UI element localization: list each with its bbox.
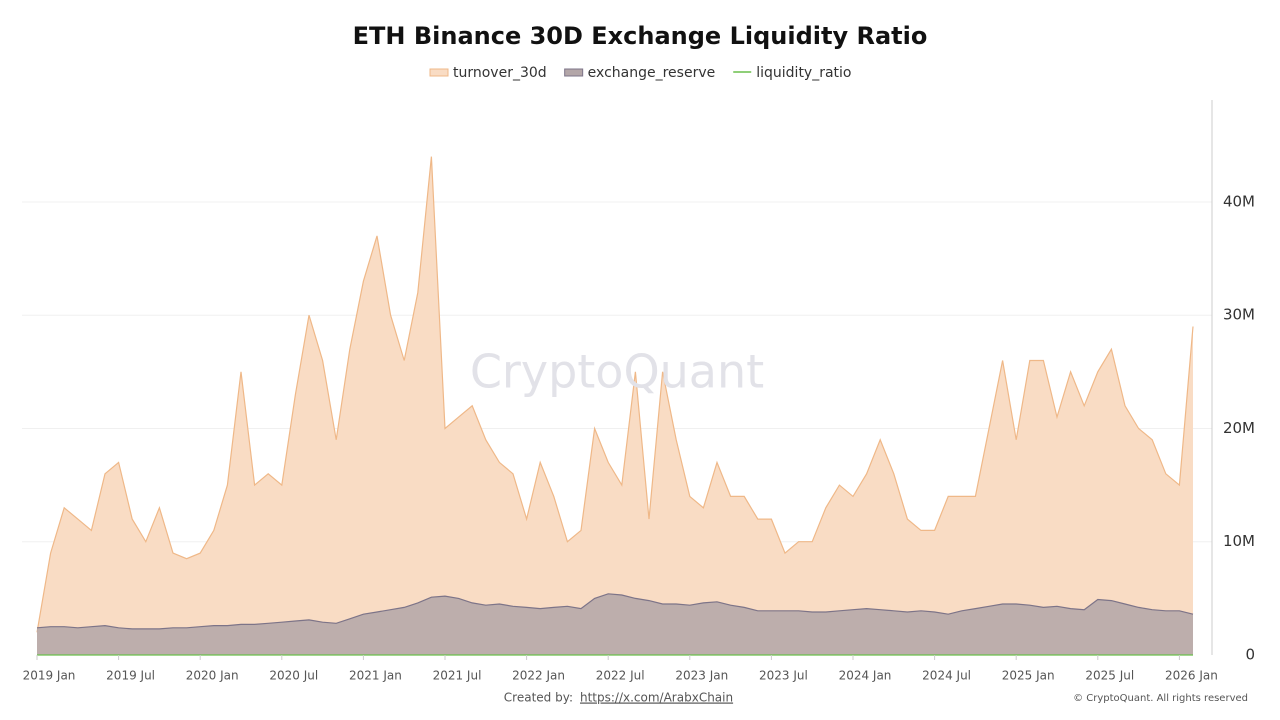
- series-line: [36, 593, 1194, 630]
- chart-title: ETH Binance 30D Exchange Liquidity Ratio: [353, 22, 928, 50]
- x-tick-label: 2024 Jan: [839, 669, 892, 683]
- y-tick-label: 40M: [1223, 192, 1255, 210]
- legend-swatch: [429, 68, 449, 77]
- x-tick-label: 2023 Jul: [759, 669, 808, 683]
- x-tick-label: 2025 Jan: [1002, 669, 1055, 683]
- legend: turnover_30d exchange_reserve liquidity_ra…: [429, 65, 852, 81]
- legend-label: exchange_reserve: [588, 65, 716, 81]
- x-tick-label: 2022 Jul: [596, 669, 645, 683]
- credit-label: Created by:: [504, 691, 573, 705]
- x-tick-label: 2020 Jan: [186, 669, 239, 683]
- legend-label: turnover_30d: [453, 65, 547, 81]
- watermark: CryptoQuant: [470, 345, 764, 399]
- x-tick-label: 2021 Jul: [433, 669, 482, 683]
- x-tick-label: 2023 Jan: [675, 669, 728, 683]
- series-line: [36, 156, 1194, 633]
- y-tick-label: 30M: [1223, 306, 1255, 324]
- copyright: © CryptoQuant. All rights reserved: [1073, 693, 1248, 704]
- x-tick-label: 2026 Jan: [1165, 669, 1218, 683]
- y-tick-label: 0: [1245, 646, 1255, 664]
- credit-link[interactable]: https://x.com/ArabxChain: [580, 691, 733, 705]
- y-tick-label: 10M: [1223, 532, 1255, 550]
- x-tick-label: 2019 Jan: [23, 669, 76, 683]
- legend-label: liquidity_ratio: [756, 65, 851, 81]
- y-tick-label: 20M: [1223, 419, 1255, 437]
- area-fill: [37, 156, 1193, 655]
- x-tick-label: 2020 Jul: [269, 669, 318, 683]
- x-tick-label: 2019 Jul: [106, 669, 155, 683]
- x-tick-label: 2024 Jul: [922, 669, 971, 683]
- plot-area: [22, 156, 1212, 656]
- x-tick-label: 2021 Jan: [349, 669, 402, 683]
- legend-swatch: [564, 68, 584, 77]
- x-tick-label: 2025 Jul: [1085, 669, 1134, 683]
- x-tick-label: 2022 Jan: [512, 669, 565, 683]
- area-fill: [37, 593, 1193, 655]
